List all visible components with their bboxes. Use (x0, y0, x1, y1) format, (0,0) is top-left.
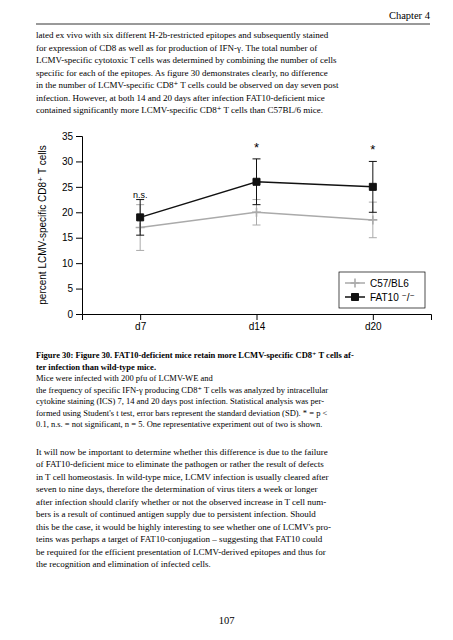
plot-marks (136, 159, 378, 251)
y-tick: 5 (67, 283, 82, 294)
body-text-line: infection. However, at both 14 and 20 da… (36, 93, 325, 103)
y-tick-mark (76, 238, 82, 239)
error-bar (369, 161, 377, 212)
page: Chapter 4 lated ex vivo with six differen… (0, 0, 453, 640)
x-tick-mark (257, 314, 258, 320)
body-text-line: for expression of CD8 as well as for pro… (36, 43, 317, 53)
legend-label: C57/BL6 (370, 278, 409, 289)
annotation: n.s. (133, 190, 148, 200)
point (369, 183, 376, 190)
legend-swatch-marker (352, 294, 359, 301)
x-tick-label: d20 (365, 321, 382, 332)
caption-line: cytokine staining (ICS) 7, 14 and 20 day… (36, 396, 324, 406)
point (137, 214, 144, 221)
header-rule (36, 24, 430, 25)
body-text-line: lated ex vivo with six different H-2b-re… (36, 30, 329, 40)
caption-line: 0.1, n.s. = not significant, n = 5. One … (36, 419, 322, 429)
body-text-line: of FAT10-deficient mice to eliminate the… (36, 459, 324, 469)
y-axis: 0 5 10 15 20 25 30 35 (62, 131, 83, 320)
caption-line: formed using Student's t test, error bar… (36, 408, 328, 418)
x-tick-mark (373, 314, 374, 320)
y-tick: 10 (62, 258, 82, 269)
point (252, 208, 261, 217)
x-tick: d20 (365, 314, 382, 332)
y-tick-label: 35 (62, 131, 74, 142)
y-tick: 25 (62, 182, 82, 193)
y-tick-mark (76, 136, 82, 137)
y-tick-label: 5 (67, 283, 73, 294)
body-text-line: the recognition and elimination of infec… (36, 559, 211, 569)
body-text-line: contained significantly more LCMV-specif… (36, 105, 323, 115)
caption-bold-line: Figure 30: Figure 30. FAT10-deficient mi… (36, 350, 354, 360)
caption-line: the frequency of specific IFN-γ producin… (36, 385, 328, 395)
point (253, 178, 260, 185)
x-axis: d7 d14 d20 (83, 314, 432, 332)
y-axis-title: percent LCMV-specific CD8⁺ T cells (37, 145, 48, 304)
y-tick: 30 (62, 156, 82, 167)
y-tick: 20 (62, 207, 82, 218)
series (136, 159, 377, 235)
x-tick: d7 (135, 314, 147, 332)
body-text-line: It will now be important to determine wh… (36, 447, 328, 457)
y-tick: 0 (67, 309, 82, 320)
y-tick-mark (76, 212, 82, 213)
y-tick-label: 10 (62, 258, 74, 269)
caption-bold-line: ter infection than wild-type mice. (36, 362, 156, 372)
y-tick-label: 0 (67, 309, 73, 320)
body-text-line: specific for each of the epitopes. As fi… (36, 68, 328, 78)
legend-box (339, 272, 425, 308)
body-text-line: be required for the efficient presentati… (36, 547, 326, 557)
series-line (140, 182, 373, 218)
point (368, 215, 377, 224)
annotation: * (370, 142, 375, 157)
x-axis-line (83, 315, 432, 321)
chapter-header: Chapter 4 (389, 10, 431, 21)
body-text-line: LCMV-specific cytotoxic T cells was dete… (36, 55, 337, 65)
y-tick: 15 (62, 232, 82, 243)
y-axis-line (76, 137, 83, 315)
body-text-line: bers is a result of continued antigen su… (36, 509, 316, 519)
y-tick-label: 15 (62, 232, 74, 243)
error-bar (136, 200, 144, 236)
y-tick-label: 20 (62, 207, 74, 218)
caption-line: Mice were infected with 200 pfu of LCMV-… (36, 373, 213, 383)
x-tick-label: d7 (135, 321, 147, 332)
y-tick-mark (76, 263, 82, 264)
y-tick: 35 (62, 131, 82, 142)
legend-swatch-marker (351, 279, 360, 288)
page-number: 107 (219, 615, 235, 626)
annotation: * (254, 140, 259, 155)
legend-label: FAT10 ⁻/⁻ (370, 292, 415, 303)
y-tick-mark (76, 187, 82, 188)
body-text-line: in the number of LCMV-specific CD8⁺ T ce… (36, 80, 339, 90)
y-tick-label: 25 (62, 182, 74, 193)
chart: 0 5 10 15 20 25 30 35 d7 d14 d20 percent LCMV-speci… (37, 131, 432, 332)
legend: C57/BL6 FAT10 ⁻/⁻ (339, 272, 425, 308)
body-text-line: in T cell homeostasis. In wild-type mice… (36, 472, 328, 482)
legend-item: C57/BL6 (345, 278, 409, 289)
x-tick: d14 (249, 314, 266, 332)
y-tick-mark (76, 289, 82, 290)
body-text-line: after infection should clarify whether o… (36, 497, 326, 507)
y-tick-label: 30 (62, 156, 74, 167)
legend-item: FAT10 ⁻/⁻ (345, 292, 415, 303)
x-tick-label: d14 (249, 321, 266, 332)
body-text-line: seven to nine days, therefore the determ… (36, 484, 317, 494)
y-tick-mark (76, 314, 82, 315)
body-text-line: this be the case, it would be highly int… (36, 522, 331, 532)
body-text-line: teins was perhaps a target of FAT10-conj… (36, 534, 323, 544)
x-tick-mark (140, 314, 141, 320)
y-tick-mark (76, 161, 82, 162)
error-bar (253, 159, 261, 205)
